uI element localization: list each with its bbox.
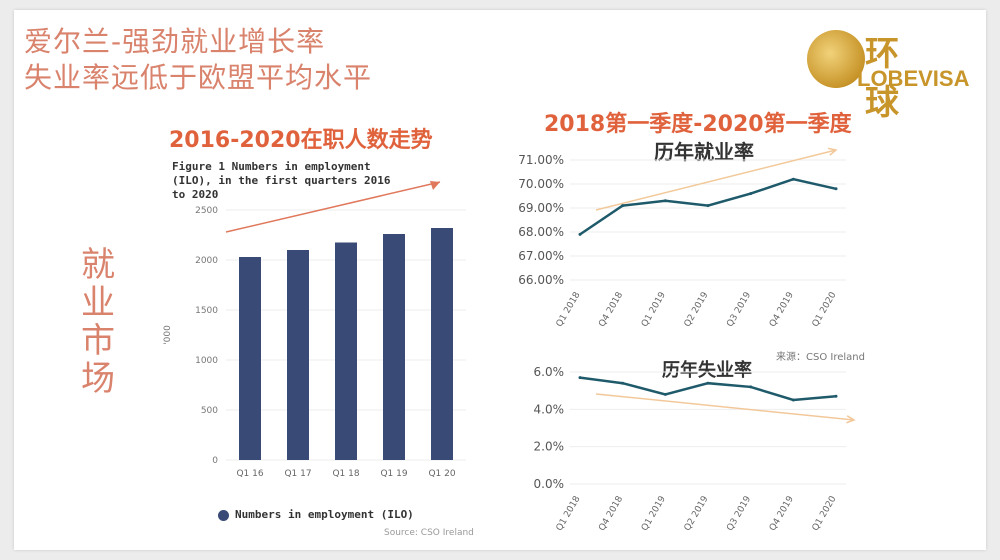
- employment-source: 来源：CSO Ireland: [776, 352, 865, 363]
- unemp-x-tick-label: Q3 2019: [725, 494, 753, 533]
- emp-x-tick-label: Q1 2020: [811, 290, 839, 329]
- bar-y-tick-label: 1000: [195, 356, 218, 366]
- side-char: 场: [81, 359, 115, 399]
- unemp-point: [791, 398, 795, 402]
- bar: [383, 234, 405, 460]
- emp-x-tick-label: Q1 2019: [640, 290, 668, 329]
- bar-trend-arrow: [225, 181, 441, 233]
- bar: [335, 242, 357, 460]
- emp-point: [834, 187, 838, 191]
- unemp-x-tick-label: Q4 2018: [597, 494, 625, 533]
- bar-y-tick-label: 2000: [195, 256, 218, 266]
- charts-canvas: 0 500 1000 1500 2000 2500 '000 Q1 16 Q1 17 Q1 18 Q…: [163, 147, 856, 533]
- unemp-trend-arrowhead: [846, 415, 856, 424]
- unemp-x-tick-label: Q1 2018: [555, 494, 583, 533]
- emp-x-tick-label: Q3 2019: [725, 290, 753, 329]
- unemp-y-tick-label: 0.0%: [534, 477, 565, 491]
- legend-label: Numbers in employment (ILO): [235, 508, 414, 521]
- side-char: 就: [81, 245, 115, 285]
- logo-cn: 环球: [865, 34, 925, 123]
- bar-y-tick-label: 2500: [195, 206, 218, 216]
- unemp-x-tick-label: Q1 2019: [640, 494, 668, 533]
- side-label: 就 业 市 场: [76, 246, 120, 398]
- side-char: 市: [81, 321, 115, 361]
- bar-x-tick-label: Q1 19: [380, 469, 407, 479]
- unemp-point: [578, 376, 582, 380]
- unemp-point: [663, 392, 667, 396]
- bar-source: Source: CSO Ireland: [384, 528, 474, 538]
- unemp-y-tick-label: 6.0%: [534, 365, 565, 379]
- emp-x-tick-label: Q1 2018: [555, 290, 583, 329]
- emp-y-tick-label: 69.00%: [518, 201, 564, 215]
- emp-y-tick-label: 70.00%: [518, 177, 564, 191]
- bar-legend: Numbers in employment (ILO): [218, 508, 414, 521]
- unemp-x-tick-label: Q1 2020: [811, 494, 839, 533]
- bar-chart-caption: Figure 1 Numbers in employment (ILO), in…: [172, 160, 391, 201]
- unemployment-rate-title: 历年失业率: [662, 360, 752, 381]
- globe-icon: [807, 30, 865, 88]
- unemp-x-tick-label: Q4 2019: [768, 494, 796, 533]
- unemp-point: [749, 385, 753, 389]
- bar-y-axis-label: '000: [163, 325, 173, 345]
- emp-y-tick-label: 66.00%: [518, 273, 564, 287]
- right-chart-title: 2018第一季度-2020第一季度: [544, 112, 852, 137]
- emp-trend-line: [595, 149, 837, 211]
- side-char: 业: [81, 283, 115, 323]
- headline-line1: 爱尔兰-强劲就业增长率: [24, 25, 326, 58]
- bar-x-tick-label: Q1 16: [236, 469, 263, 479]
- bar-x-tick-label: Q1 18: [332, 469, 359, 479]
- bar-chart-title: 2016-2020在职人数走势: [169, 128, 433, 153]
- emp-x-tick-label: Q4 2019: [768, 290, 796, 329]
- legend-dot-icon: [218, 509, 229, 521]
- emp-y-tick-label: 71.00%: [518, 153, 564, 167]
- bar-x-tick-label: Q1 20: [428, 469, 455, 479]
- slide: 爱尔兰-强劲就业增长率 失业率远低于欧盟平均水平 环球 LOBEVISA 就 业…: [14, 10, 986, 550]
- emp-point: [749, 192, 753, 196]
- emp-point: [706, 204, 710, 208]
- headline-line2: 失业率远低于欧盟平均水平: [24, 61, 373, 94]
- unemp-point: [621, 381, 625, 385]
- emp-y-tick-label: 68.00%: [518, 225, 564, 239]
- bar-x-tick-label: Q1 17: [284, 469, 311, 479]
- emp-y-tick-label: 67.00%: [518, 249, 564, 263]
- emp-point: [791, 177, 795, 181]
- emp-x-tick-label: Q4 2018: [597, 290, 625, 329]
- unemp-y-tick-label: 2.0%: [534, 440, 565, 454]
- bar-y-tick-label: 500: [201, 406, 218, 416]
- globevisa-logo: 环球 LOBEVISA: [807, 24, 972, 123]
- unemp-x-tick-label: Q2 2019: [683, 494, 711, 533]
- emp-trend-arrowhead: [828, 147, 838, 156]
- emp-point: [663, 199, 667, 203]
- bar-trend-arrowhead: [430, 181, 440, 190]
- unemp-trend-line: [595, 393, 855, 421]
- bar-y-tick-label: 0: [212, 456, 218, 466]
- emp-x-tick-label: Q2 2019: [683, 290, 711, 329]
- unemp-point: [834, 394, 838, 398]
- bar: [431, 228, 453, 460]
- unemp-point: [706, 381, 710, 385]
- bar: [239, 257, 261, 460]
- bar: [287, 250, 309, 460]
- bar-y-tick-label: 1500: [195, 306, 218, 316]
- unemp-y-tick-label: 4.0%: [534, 402, 565, 416]
- emp-point: [621, 204, 625, 208]
- emp-point: [578, 232, 582, 236]
- logo-en: LOBEVISA: [857, 66, 970, 91]
